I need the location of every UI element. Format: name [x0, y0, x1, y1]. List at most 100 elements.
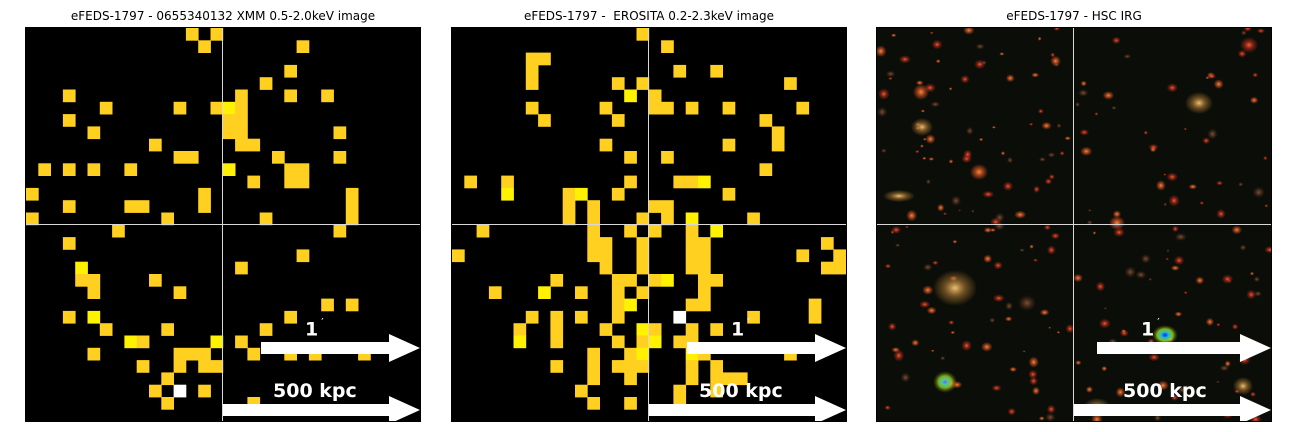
count-pixel: [636, 237, 650, 250]
bright-source: [1109, 216, 1125, 230]
count-pixel: [710, 64, 723, 78]
count-pixel: [550, 323, 564, 336]
xmm-panel-title: eFEDS-1797 - 0655340132 XMM 0.5-2.0keV i…: [70, 9, 376, 23]
count-pixel: [198, 347, 211, 361]
crosshair-horizontal: [877, 224, 1271, 225]
galaxy-blob: [922, 285, 934, 295]
count-pixel: [247, 175, 261, 189]
galaxy-blob: [1048, 174, 1055, 180]
galaxy-blob: [884, 263, 892, 269]
count-pixel: [333, 126, 347, 140]
count-pixel: [501, 175, 514, 189]
galaxy-blob: [1213, 79, 1224, 89]
count-pixel: [587, 249, 600, 263]
galaxy-blob: [1064, 136, 1071, 141]
count-pixel: [488, 286, 502, 299]
galaxy-blob: [1047, 152, 1056, 158]
galaxy-blob: [1098, 318, 1111, 329]
count-pixel: [698, 347, 711, 361]
galaxy-blob: [963, 28, 975, 35]
galaxy-blob: [1163, 173, 1167, 176]
galaxy-blob: [1112, 210, 1122, 218]
count-pixel: [222, 163, 236, 176]
count-pixel: [321, 89, 334, 103]
galaxy-blob: [1029, 376, 1038, 386]
hsc-image: 1 ′ 500 kpc: [876, 27, 1272, 422]
count-pixel: [624, 274, 637, 287]
galaxy-blob: [1171, 225, 1179, 233]
galaxy-blob: [971, 209, 975, 213]
galaxy-blob: [931, 349, 935, 352]
galaxy-blob: [1005, 301, 1014, 311]
count-pixel: [685, 261, 699, 275]
count-pixel: [173, 384, 187, 398]
count-pixel: [222, 126, 236, 140]
count-pixel: [296, 163, 310, 176]
galaxy-blob: [1041, 121, 1052, 130]
galaxy-blob: [1050, 55, 1061, 67]
count-pixel: [636, 249, 650, 263]
galaxy-blob: [1124, 266, 1136, 278]
galaxy-blob: [1038, 416, 1045, 421]
xmm-image: 1 ′ 500 kpc: [25, 27, 421, 422]
count-pixel: [284, 310, 297, 324]
galaxy-blob: [1044, 178, 1053, 185]
galaxy-blob: [1102, 91, 1115, 100]
galaxy-blob: [979, 137, 984, 142]
count-pixel: [550, 360, 564, 373]
count-pixel: [673, 384, 687, 398]
count-pixel: [624, 372, 637, 386]
count-pixel: [62, 237, 76, 250]
count-pixel: [235, 126, 248, 140]
galaxy-blob: [1143, 130, 1149, 135]
galaxy-blob: [1252, 72, 1259, 78]
bright-source: [1185, 92, 1213, 114]
bright-source: [1240, 37, 1258, 53]
count-pixel: [235, 261, 248, 275]
galaxy-blob: [992, 294, 1005, 303]
galaxy-blob: [1202, 137, 1211, 145]
count-pixel: [538, 286, 551, 299]
galaxy-blob: [1112, 346, 1120, 352]
count-pixel: [648, 323, 662, 336]
count-pixel: [698, 261, 711, 275]
galaxy-blob: [937, 203, 945, 212]
count-pixel: [562, 187, 576, 201]
count-pixel: [185, 28, 199, 41]
galaxy-blob: [943, 212, 947, 216]
count-pixel: [722, 101, 736, 115]
galaxy-blob: [1170, 265, 1180, 271]
count-pixel: [648, 89, 662, 103]
count-pixel: [611, 360, 625, 373]
galaxy-blob: [884, 405, 891, 411]
count-pixel: [624, 397, 637, 410]
galaxy-blob: [983, 254, 993, 263]
count-pixel: [661, 274, 674, 287]
count-pixel: [661, 101, 674, 115]
galaxy-blob: [952, 239, 958, 244]
galaxy-blob: [906, 209, 918, 222]
count-pixel: [624, 175, 637, 189]
count-pixel: [796, 249, 810, 263]
count-pixel: [575, 384, 588, 398]
count-pixel: [333, 224, 347, 238]
crosshair-vertical: [222, 28, 223, 421]
galaxy-blob: [1078, 89, 1089, 97]
galaxy-blob: [1086, 220, 1093, 225]
count-pixel: [575, 310, 588, 324]
xmm-panel: eFEDS-1797 - 0655340132 XMM 0.5-2.0keV i…: [25, 0, 421, 432]
count-pixel: [284, 347, 297, 361]
count-pixel: [624, 360, 637, 373]
galaxy-blob: [1094, 112, 1099, 116]
galaxy-blob: [1256, 28, 1265, 34]
erosita-panel: eFEDS-1797 - EROSITA 0.2-2.3keV image 1 ′…: [451, 0, 847, 432]
count-pixel: [648, 101, 662, 115]
galaxy-blob: [1050, 232, 1060, 240]
count-pixel: [136, 335, 150, 349]
galaxy-blob: [1029, 244, 1034, 249]
count-pixel: [587, 237, 600, 250]
count-pixel: [808, 298, 822, 312]
count-pixel: [26, 212, 39, 226]
count-pixel: [636, 335, 650, 349]
galaxy-blob: [1000, 151, 1006, 156]
